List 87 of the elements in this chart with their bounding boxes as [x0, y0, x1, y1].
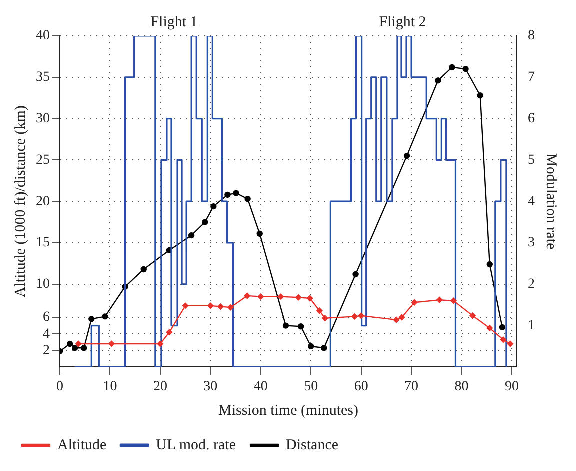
point	[352, 271, 359, 278]
x-tick-label: 20	[153, 379, 168, 394]
point	[72, 345, 78, 352]
point	[308, 343, 314, 350]
x-tick-label: 70	[404, 379, 419, 394]
point	[218, 304, 224, 310]
x-tick-label: 50	[304, 379, 318, 394]
y-tick-label: 6	[43, 310, 50, 326]
y-tick-label: 35	[36, 70, 50, 86]
point	[295, 294, 302, 301]
y2-tick-label: 7	[528, 70, 535, 86]
x-tick-label: 90	[504, 379, 519, 394]
y-tick-label: 15	[36, 236, 50, 251]
point	[486, 261, 493, 268]
point	[282, 322, 290, 329]
point	[470, 312, 476, 319]
point	[188, 232, 195, 239]
y-tick-label: 40	[36, 28, 50, 44]
point	[278, 294, 284, 300]
point	[244, 196, 251, 202]
x-axis-title: Mission time (minutes)	[218, 402, 358, 419]
x-tick-label: 80	[454, 379, 469, 394]
point	[500, 336, 507, 343]
y2-tick-label: 6	[528, 111, 535, 126]
point	[411, 300, 418, 306]
y2-tick-label: 8	[528, 28, 535, 44]
x-tick-label: 60	[354, 379, 368, 394]
point	[507, 340, 514, 348]
point	[404, 152, 410, 160]
point	[449, 64, 456, 71]
point	[102, 314, 108, 320]
y-axis-title: Altitude (1000 ft)/distance (km)	[12, 106, 29, 298]
point	[224, 192, 231, 198]
point	[81, 345, 88, 352]
point	[244, 292, 250, 300]
y-tick-label: 2	[43, 343, 50, 358]
y-tick-label: 20	[36, 194, 50, 210]
point	[352, 314, 358, 320]
point	[88, 316, 95, 322]
y-tick-label: 30	[36, 111, 50, 126]
y-tick-label: 4	[43, 326, 50, 342]
legend-label: Altitude	[58, 437, 107, 454]
point	[210, 203, 217, 210]
point	[157, 340, 164, 348]
point	[499, 324, 506, 331]
point	[436, 297, 443, 304]
point	[108, 340, 115, 348]
point	[322, 315, 328, 322]
point	[182, 302, 189, 310]
point	[450, 298, 457, 304]
y2-axis-title: Modulation rate	[543, 153, 560, 250]
x-tick-label: 0	[56, 379, 64, 394]
y-tick-label: 10	[36, 277, 50, 292]
point	[228, 304, 234, 311]
point	[166, 329, 173, 336]
x-tick-label: 30	[204, 379, 218, 394]
point	[477, 92, 484, 99]
point	[306, 295, 314, 302]
x-tick-label: 40	[254, 379, 268, 394]
point	[66, 340, 74, 348]
point	[358, 312, 364, 319]
point	[233, 190, 240, 196]
x-tick-label: 10	[103, 379, 118, 394]
point	[462, 66, 469, 72]
point	[298, 324, 304, 330]
point	[256, 230, 263, 237]
point	[321, 345, 328, 352]
point	[316, 308, 323, 314]
point	[202, 219, 208, 226]
point	[208, 302, 214, 310]
y2-tick-label: 1	[528, 318, 535, 334]
point	[398, 314, 406, 321]
point	[75, 340, 82, 348]
y2-tick-label: 2	[528, 277, 535, 292]
point	[140, 266, 147, 273]
legend-label: UL mod. rate	[156, 437, 236, 454]
y2-tick-label: 5	[528, 152, 535, 168]
y2-tick-label: 3	[528, 236, 535, 251]
y2-tick-label: 4	[528, 194, 535, 210]
point	[393, 316, 400, 324]
y-tick-label: 25	[36, 152, 50, 168]
point	[486, 325, 493, 332]
point	[258, 294, 264, 300]
point	[435, 78, 442, 84]
text: Flight 1	[150, 14, 198, 30]
text: Flight 2	[379, 14, 426, 30]
legend-label: Distance	[286, 437, 339, 454]
